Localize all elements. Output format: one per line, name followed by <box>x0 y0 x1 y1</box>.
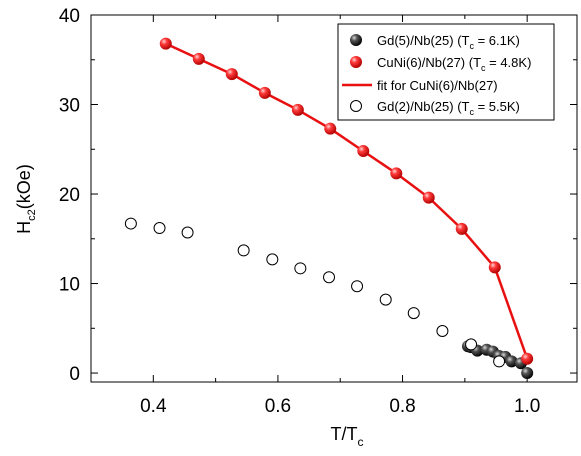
point-cuni <box>390 167 403 180</box>
point-gd2 <box>379 293 392 306</box>
point-gd2 <box>436 324 449 337</box>
y-tick-label: 40 <box>59 6 80 27</box>
point-cuni <box>291 103 304 116</box>
axis-ticks <box>90 14 577 382</box>
y-tick-label: 20 <box>59 185 80 206</box>
y-tick-label: 30 <box>59 96 80 117</box>
y-tick-label: 10 <box>59 275 80 296</box>
point-gd2 <box>237 244 250 257</box>
point-cuni <box>357 145 370 158</box>
fit-line-layer <box>165 42 529 360</box>
markers-layer <box>124 37 534 380</box>
x-axis-label: T/Tc <box>331 424 364 449</box>
legend: Gd(5)/Nb(25) (Tc = 6.1K) CuNi(6)/Nb(27) … <box>337 23 555 121</box>
point-gd2 <box>181 226 194 239</box>
fit-line-cuni <box>165 42 529 360</box>
point-cuni <box>324 122 337 135</box>
point-gd2 <box>323 271 336 284</box>
point-gd5 <box>505 355 518 368</box>
x-tick-label: 0.8 <box>389 396 415 417</box>
point-gd2 <box>351 280 364 293</box>
point-cuni <box>225 68 238 81</box>
point-gd2 <box>493 355 506 368</box>
point-cuni <box>192 52 205 65</box>
legend-label-gd5: Gd(5)/Nb(25) (Tc = 6.1K) <box>377 33 520 51</box>
legend-label-cuni: CuNi(6)/Nb(27) (Tc = 4.8K) <box>377 55 531 73</box>
legend-marker-cuni <box>350 56 362 68</box>
point-gd2 <box>124 217 137 230</box>
axis-tick-labels: 0.4 0.6 0.8 1.0 0 10 20 30 40 <box>59 6 541 417</box>
x-tick-label: 1.0 <box>514 396 540 417</box>
point-cuni <box>159 37 172 50</box>
point-cuni <box>422 191 435 204</box>
point-gd2 <box>465 338 478 351</box>
point-gd5 <box>521 367 534 380</box>
y-axis-label: Hc2(kOe) <box>14 164 38 234</box>
y-tick-label: 0 <box>69 364 80 385</box>
x-tick-label: 0.6 <box>265 396 291 417</box>
legend-box <box>337 23 555 121</box>
point-cuni <box>521 352 534 365</box>
plot-frame <box>90 14 578 383</box>
point-cuni <box>455 222 468 235</box>
legend-marker-gd5 <box>350 34 362 46</box>
point-cuni <box>258 86 271 99</box>
legend-label-fit: fit for CuNi(6)/Nb(27) <box>377 78 498 93</box>
legend-label-gd2: Gd(2)/Nb(25) (Tc = 5.5K) <box>377 99 520 117</box>
point-gd2 <box>153 222 166 235</box>
x-tick-label: 0.4 <box>140 396 167 417</box>
point-gd2 <box>294 262 307 275</box>
point-gd2 <box>407 307 420 320</box>
point-cuni <box>488 261 501 274</box>
legend-marker-gd2 <box>350 100 362 112</box>
point-gd2 <box>266 253 279 266</box>
